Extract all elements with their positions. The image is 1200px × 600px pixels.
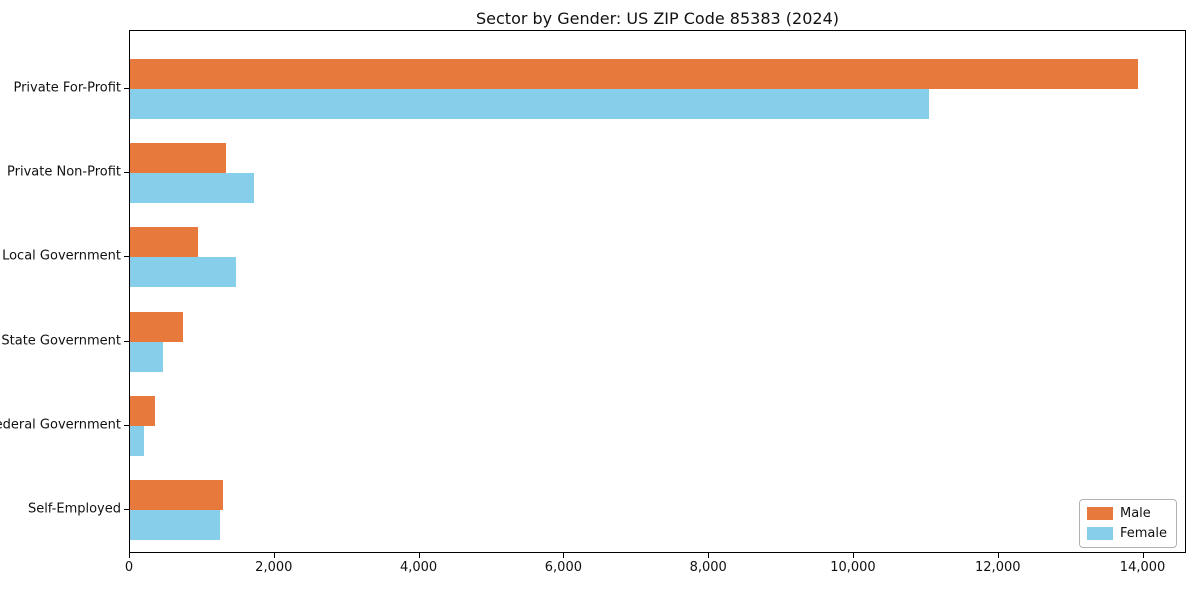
y-tick-mark [124,256,129,258]
bar-male [130,395,156,426]
bar-male [130,143,226,174]
bar-female [130,173,254,204]
y-category-label: Self-Employed [27,501,121,517]
y-category-label: Private Non-Profit [7,164,121,180]
y-category-label: Local Government [2,248,121,264]
bar-male [130,59,1138,89]
x-tick-label: 12,000 [975,560,1021,575]
x-tick-mark [563,553,565,558]
bar-female [130,341,164,372]
x-tick-mark [852,553,854,558]
y-tick-mark [124,340,129,342]
y-tick-mark [124,88,129,89]
legend-label: Male [1119,506,1151,521]
legend-item: Male [1086,506,1167,521]
x-tick-label: 8,000 [689,560,727,575]
legend-swatch-male-icon [1086,507,1113,520]
chart-title: Sector by Gender: US ZIP Code 85383 (202… [476,9,839,28]
x-tick-mark [708,553,710,558]
y-category-label: State Government [1,333,121,349]
legend-item: Female [1086,526,1167,541]
x-tick-mark [273,553,275,558]
x-tick-mark [418,553,420,558]
bar-female [130,425,144,456]
x-tick-label: 6,000 [544,560,582,575]
chart-plot-area [129,30,1186,553]
bar-female [130,89,929,119]
y-category-label: Federal Government [0,417,121,433]
x-tick-label: 0 [124,560,134,575]
x-tick-mark [997,553,999,558]
y-category-label: Private For-Profit [13,80,121,96]
y-tick-mark [124,172,129,174]
bar-female [130,510,221,540]
legend-swatch-female-icon [1086,527,1113,540]
x-tick-label: 14,000 [1119,560,1166,575]
x-tick-mark [129,553,130,558]
x-tick-label: 2,000 [255,560,293,575]
x-tick-label: 4,000 [399,560,438,575]
bar-female [130,257,237,288]
bar-male [130,480,224,510]
y-tick-mark [124,509,129,510]
y-tick-mark [124,424,129,426]
bar-male [130,311,183,342]
x-tick-mark [1142,553,1144,558]
x-tick-label: 10,000 [830,560,876,575]
legend: Male Female [1078,499,1177,548]
legend-label: Female [1119,526,1167,541]
bar-male [130,227,199,258]
